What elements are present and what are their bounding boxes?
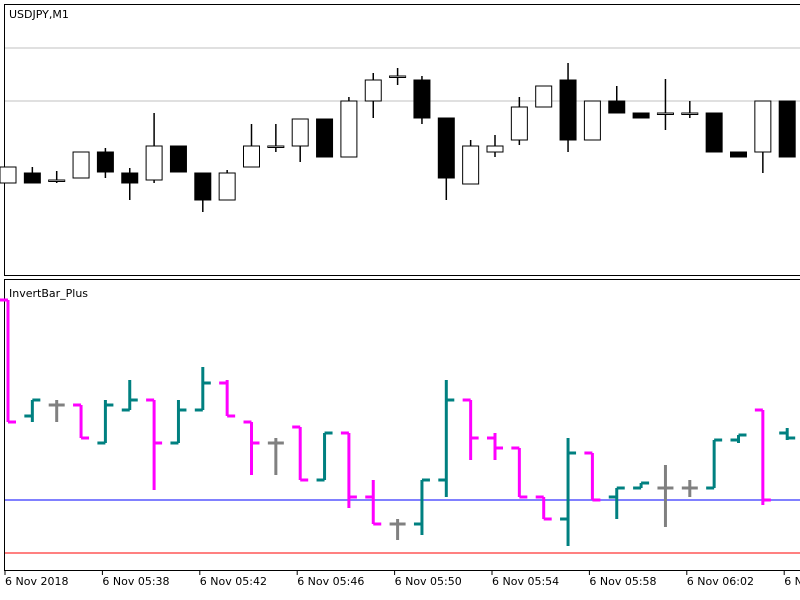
candle-body: [72, 151, 90, 179]
time-label: 6 Nov 05:38: [102, 575, 169, 588]
candle-body: [291, 118, 309, 147]
indicator-pane: [4, 279, 800, 571]
candle-body: [413, 79, 431, 119]
candle-body: [389, 75, 407, 78]
candle-body: [96, 151, 114, 173]
candle-body: [121, 172, 139, 184]
time-label: 6 Nov: [784, 575, 800, 588]
time-label: 6 Nov 2018: [5, 575, 68, 588]
candle-body: [340, 100, 358, 158]
candle-body: [535, 85, 553, 108]
candle-body: [754, 100, 772, 153]
candle-body: [510, 106, 528, 141]
candle-body: [243, 145, 260, 168]
candle-body: [632, 112, 650, 119]
candle-body: [730, 151, 747, 158]
candle-body: [218, 172, 236, 201]
indicator-title: InvertBar_Plus: [9, 287, 88, 300]
candle-body: [583, 100, 601, 141]
candle-body: [0, 166, 17, 184]
candle-body: [169, 145, 187, 173]
candle-body: [194, 172, 212, 201]
time-label: 6 Nov 05:54: [492, 575, 559, 588]
time-label: 6 Nov 05:46: [297, 575, 364, 588]
time-label: 6 Nov 05:58: [589, 575, 656, 588]
candle-body: [656, 112, 674, 115]
symbol-title: USDJPY,M1: [9, 8, 69, 21]
candle-body: [705, 112, 723, 153]
candle-body: [48, 179, 66, 182]
candle-body: [145, 145, 163, 181]
candle-body: [778, 100, 796, 158]
candle-body: [364, 79, 382, 102]
candle-body: [681, 112, 699, 115]
candle-body: [608, 100, 626, 114]
time-label: 6 Nov 06:02: [687, 575, 754, 588]
candle-body: [267, 145, 285, 148]
price-pane: [4, 4, 800, 276]
candle-body: [437, 117, 455, 179]
candle-body: [486, 145, 504, 153]
time-label: 6 Nov 05:50: [395, 575, 462, 588]
candle-body: [316, 118, 334, 158]
candle-body: [23, 172, 41, 184]
candle-body: [559, 79, 577, 141]
candle-body: [462, 145, 480, 185]
time-label: 6 Nov 05:42: [200, 575, 267, 588]
